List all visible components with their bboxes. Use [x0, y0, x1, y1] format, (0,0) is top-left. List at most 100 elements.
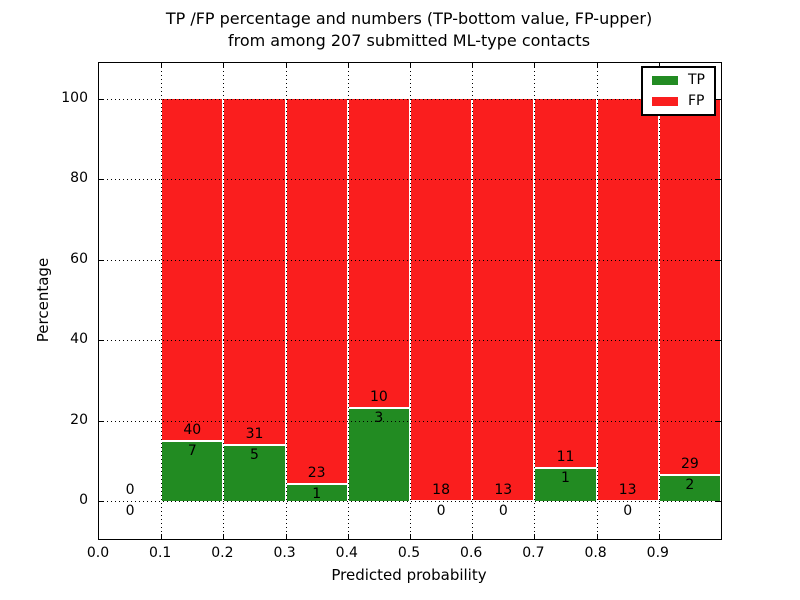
- x-axis-tick: [534, 534, 536, 539]
- x-axis-tick-top: [596, 63, 598, 68]
- gridline-vertical: [534, 63, 536, 539]
- bar-label-fp-count: 13: [618, 482, 637, 498]
- bar-segment-tp: [535, 467, 596, 501]
- bar-segment-divider: [162, 440, 223, 443]
- y-axis-tick-right: [716, 420, 721, 422]
- bar-segment-tp: [162, 441, 223, 501]
- x-tick-label: 0.3: [273, 545, 296, 561]
- bar-label-tp-count: 5: [250, 447, 259, 464]
- bar-segment-fp: [535, 99, 596, 468]
- bar-label-fp-count: 23: [307, 465, 326, 482]
- legend-item-tp: TP: [652, 73, 705, 88]
- y-axis-label: Percentage: [34, 257, 52, 343]
- legend-item-fp: FP: [652, 94, 705, 109]
- chart-title-line2: from among 207 submitted ML-type contact…: [227, 31, 591, 50]
- bar-segment-divider: [286, 483, 347, 486]
- bar-bottom-edge: [473, 500, 534, 501]
- chart-title-line1: TP /FP percentage and numbers (TP-bottom…: [165, 9, 653, 28]
- gridline-vertical: [410, 63, 411, 539]
- bar-segment-tp: [286, 484, 347, 501]
- gridline-vertical: [285, 63, 287, 539]
- y-axis-tick-right: [716, 99, 721, 100]
- x-axis-label: Predicted probability: [331, 566, 487, 584]
- x-axis-tick-top: [658, 63, 660, 68]
- y-axis-tick: [99, 340, 104, 342]
- x-tick-label: 0.4: [335, 545, 358, 561]
- bar-label-fp-count: 29: [680, 456, 699, 473]
- bar-label-fp-count: 40: [183, 422, 202, 439]
- bar-segment-tp: [659, 475, 720, 501]
- bar-label-tp-count: 0: [498, 503, 508, 519]
- x-axis-tick: [161, 534, 163, 539]
- x-axis-tick: [223, 534, 225, 539]
- plot-area: TP FP 0 0 40 7 31 5 23 1 10 3 18 0 13 0 11 1 13 0 29 2: [98, 62, 722, 540]
- y-axis-tick: [99, 259, 104, 261]
- y-axis-tick-right: [716, 179, 721, 181]
- bar-label-tp-count: 0: [125, 503, 135, 519]
- y-tick-label: 100: [61, 90, 88, 106]
- bar-label-tp-count: 3: [374, 410, 384, 427]
- x-tick-label: 0.1: [149, 545, 172, 561]
- legend-label-fp: FP: [688, 93, 705, 109]
- x-axis-tick-top: [161, 63, 163, 68]
- y-tick-label: 40: [70, 331, 88, 348]
- bar-label-tp-count: 2: [685, 477, 695, 494]
- y-tick-label: 20: [70, 411, 88, 428]
- bar-bottom-edge: [411, 500, 472, 501]
- bar-segment-fp: [348, 99, 409, 409]
- gridline-vertical: [596, 63, 598, 539]
- bar-label-tp-count: 7: [187, 443, 197, 460]
- bar-label-fp-count: 0: [125, 482, 135, 498]
- chart-title: TP /FP percentage and numbers (TP-bottom…: [98, 8, 720, 52]
- x-tick-label: 0.7: [522, 545, 545, 561]
- bar-segment-fp: [224, 99, 285, 446]
- tp-color-swatch: [652, 76, 678, 85]
- gridline-vertical: [472, 63, 474, 539]
- bar-segment-fp: [473, 99, 534, 501]
- bar-label-fp-count: 13: [494, 482, 513, 498]
- bar-segment-fp: [286, 99, 347, 485]
- x-tick-label: 0.0: [86, 545, 110, 561]
- x-axis-tick-top: [472, 63, 474, 68]
- x-axis-tick: [658, 534, 660, 539]
- bar-label-fp-count: 31: [245, 426, 264, 443]
- bar-label-tp-count: 1: [312, 486, 322, 503]
- bar-label-tp-count: 0: [623, 503, 633, 519]
- gridline-vertical: [347, 63, 349, 539]
- x-axis-tick: [410, 534, 411, 539]
- gridline-vertical: [223, 63, 225, 539]
- x-axis-tick-top: [223, 63, 225, 68]
- bar-segment-fp: [597, 99, 658, 501]
- y-axis-tick: [99, 501, 104, 502]
- x-tick-label: 0.2: [211, 545, 234, 561]
- y-axis-tick-right: [716, 340, 721, 342]
- x-axis-tick: [596, 534, 598, 539]
- bar-segment-fp: [411, 99, 472, 501]
- bar-label-fp-count: 10: [369, 389, 388, 406]
- x-axis-tick-top: [534, 63, 536, 68]
- bar-label-tp-count: 1: [561, 469, 570, 486]
- legend: TP FP: [641, 66, 716, 116]
- bar-label-tp-count: 0: [436, 503, 446, 519]
- bar-segment-tp: [224, 445, 285, 501]
- x-tick-label: 0.9: [646, 545, 669, 561]
- bar-segment-divider: [224, 444, 285, 447]
- y-axis-tick-right: [716, 259, 721, 261]
- bar-label-fp-count: 18: [432, 482, 450, 498]
- bar-segment-fp: [162, 99, 223, 442]
- bar-segment-divider: [535, 466, 596, 469]
- y-axis-tick-right: [716, 501, 721, 502]
- x-tick-label: 0.6: [460, 545, 483, 561]
- bar-segment-divider: [659, 474, 720, 477]
- x-axis-tick: [347, 534, 349, 539]
- x-axis-tick-top: [347, 63, 349, 68]
- y-axis-tick: [99, 420, 104, 422]
- y-tick-label: 0: [79, 492, 88, 508]
- y-tick-label: 60: [70, 250, 88, 267]
- x-axis-tick-top: [410, 63, 411, 68]
- x-axis-tick-top: [285, 63, 287, 68]
- y-tick-label: 80: [70, 170, 88, 187]
- x-axis-tick: [285, 534, 287, 539]
- bar-segment-divider: [348, 407, 409, 410]
